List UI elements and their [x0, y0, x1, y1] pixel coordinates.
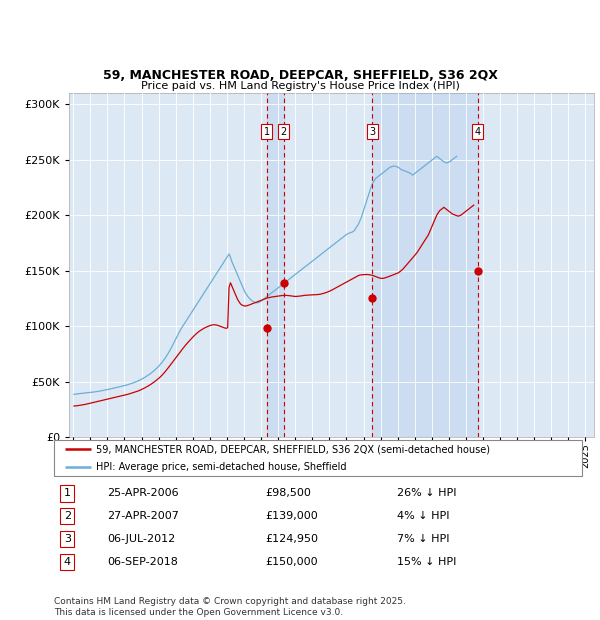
- Text: Contains HM Land Registry data © Crown copyright and database right 2025.
This d: Contains HM Land Registry data © Crown c…: [54, 598, 406, 617]
- Text: 4: 4: [475, 127, 481, 137]
- Text: 06-JUL-2012: 06-JUL-2012: [107, 534, 175, 544]
- Text: 1: 1: [263, 127, 269, 137]
- Text: Price paid vs. HM Land Registry's House Price Index (HPI): Price paid vs. HM Land Registry's House …: [140, 81, 460, 91]
- Text: 59, MANCHESTER ROAD, DEEPCAR, SHEFFIELD, S36 2QX (semi-detached house): 59, MANCHESTER ROAD, DEEPCAR, SHEFFIELD,…: [96, 444, 490, 454]
- Text: 7% ↓ HPI: 7% ↓ HPI: [397, 534, 450, 544]
- Text: 15% ↓ HPI: 15% ↓ HPI: [397, 557, 457, 567]
- FancyBboxPatch shape: [54, 440, 582, 476]
- Text: HPI: Average price, semi-detached house, Sheffield: HPI: Average price, semi-detached house,…: [96, 462, 347, 472]
- Text: 26% ↓ HPI: 26% ↓ HPI: [397, 488, 457, 498]
- Text: 4: 4: [64, 557, 71, 567]
- Text: 06-SEP-2018: 06-SEP-2018: [107, 557, 178, 567]
- Bar: [372, 93, 478, 437]
- Text: 25-APR-2006: 25-APR-2006: [107, 488, 178, 498]
- Text: 4% ↓ HPI: 4% ↓ HPI: [397, 511, 450, 521]
- Text: 2: 2: [281, 127, 287, 137]
- Text: £150,000: £150,000: [265, 557, 318, 567]
- Text: £98,500: £98,500: [265, 488, 311, 498]
- Text: 3: 3: [64, 534, 71, 544]
- Text: 3: 3: [369, 127, 375, 137]
- Text: £124,950: £124,950: [265, 534, 318, 544]
- Text: 27-APR-2007: 27-APR-2007: [107, 511, 179, 521]
- Text: 59, MANCHESTER ROAD, DEEPCAR, SHEFFIELD, S36 2QX: 59, MANCHESTER ROAD, DEEPCAR, SHEFFIELD,…: [103, 69, 497, 82]
- Text: 2: 2: [64, 511, 71, 521]
- Bar: [266, 93, 284, 437]
- Text: 1: 1: [64, 488, 71, 498]
- Text: £139,000: £139,000: [265, 511, 318, 521]
